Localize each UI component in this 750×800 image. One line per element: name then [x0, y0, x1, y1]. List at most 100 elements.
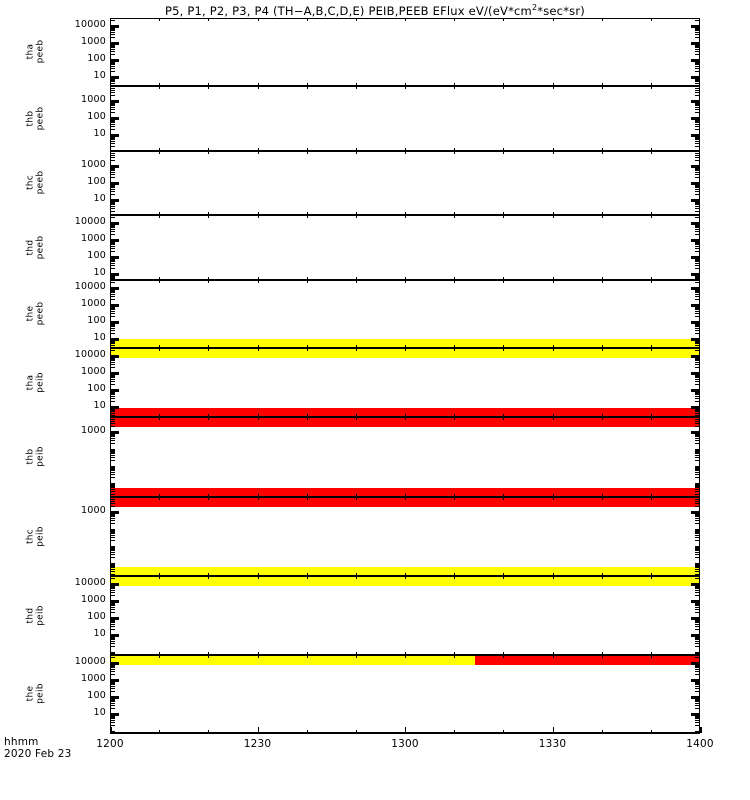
y-tick-minor-left [110, 119, 115, 121]
y-tick-minor-left [110, 512, 115, 514]
x-tick-minor-top [454, 280, 456, 283]
y-tick-minor-left [110, 65, 115, 67]
y-tick-minor-left [110, 716, 115, 718]
y-tick-minor-left [110, 25, 115, 27]
y-tick-minor-left [110, 250, 115, 252]
y-tick-minor-left [110, 44, 115, 46]
y-tick-minor-right [695, 216, 700, 218]
y-tick-minor-right [695, 679, 700, 681]
y-tick-minor-left [110, 103, 115, 105]
y-tick-label-thd-peeb-1000: 1000 [81, 233, 106, 244]
y-tick-minor-left [110, 307, 115, 309]
y-tick-minor-left [110, 210, 115, 212]
y-axis-label-thb-peib: thb peib [26, 422, 46, 492]
y-tick-minor-left [110, 704, 115, 706]
y-tick-minor-right [695, 76, 700, 78]
y-tick-minor-left [110, 241, 115, 243]
y-tick-minor-right [695, 202, 700, 204]
y-tick-minor-right [695, 33, 700, 35]
y-tick-minor-left [110, 493, 115, 495]
x-tick-minor-top [552, 348, 554, 351]
y-tick-minor-right [695, 564, 700, 566]
y-tick-minor-left [110, 185, 115, 187]
y-tick-minor-right [695, 466, 700, 468]
y-tick-minor-left [110, 468, 115, 470]
y-tick-minor-right [695, 309, 700, 311]
y-tick-minor-left [110, 227, 115, 229]
y-tick-minor-right [695, 408, 700, 410]
x-tick-minor-bottom [503, 345, 505, 348]
y-tick-minor-right [695, 31, 700, 33]
y-tick-minor-right [695, 82, 700, 84]
y-tick-label-the-peib-10000: 10000 [74, 656, 106, 667]
y-tick-minor-left [110, 545, 115, 547]
x-tick-minor-top [503, 417, 505, 420]
y-tick-minor-left [110, 378, 115, 380]
y-tick-minor-right [695, 278, 700, 280]
x-tick-label-1200: 1200 [96, 738, 124, 750]
y-tick-minor-left [110, 168, 115, 170]
y-tick-minor-right [695, 100, 700, 102]
y-tick-minor-right [695, 327, 700, 329]
y-tick-minor-left [110, 89, 115, 91]
data-band-the-peib-1 [474, 656, 699, 665]
y-axis-label-instrument: peeb [35, 170, 45, 195]
chart-title: P5, P1, P2, P3, P4 (TH−A,B,C,D,E) PEIB,P… [0, 3, 750, 18]
y-tick-minor-left [110, 656, 115, 658]
y-tick-minor-right [695, 250, 700, 252]
x-tick-minor-top [503, 348, 505, 351]
data-band-tha-peib-0 [111, 349, 699, 358]
y-tick-minor-left [110, 685, 115, 687]
y-tick-minor-right [695, 349, 700, 351]
footer-labels: hhmm 2020 Feb 23 [4, 736, 72, 760]
y-tick-minor-left [110, 391, 115, 393]
y-tick-minor-right [695, 487, 700, 489]
y-tick-minor-right [695, 356, 700, 358]
y-tick-minor-left [110, 207, 115, 209]
x-tick-minor-top [306, 655, 308, 658]
y-tick-minor-right [695, 528, 700, 530]
y-tick-minor-right [695, 577, 700, 579]
y-tick-minor-left [110, 584, 115, 586]
x-tick-minor-bottom [405, 573, 406, 576]
y-tick-minor-left [110, 324, 115, 326]
y-tick-minor-left [110, 500, 115, 502]
panel-stack [110, 18, 700, 733]
x-tick-minor-top [601, 86, 603, 89]
y-tick-minor-right [695, 704, 700, 706]
y-tick-label-thb-peib-1000: 1000 [81, 425, 106, 436]
x-tick-minor-bottom [306, 277, 308, 280]
y-tick-minor-right [695, 357, 700, 359]
y-tick-minor-right [695, 91, 700, 93]
y-tick-minor-right [695, 106, 700, 108]
y-tick-minor-right [695, 117, 700, 119]
y-tick-minor-left [110, 100, 115, 102]
y-tick-minor-left [110, 298, 115, 300]
y-tick-minor-left [110, 230, 115, 232]
y-tick-minor-left [110, 341, 115, 343]
panel-tha-peeb [110, 18, 700, 86]
y-tick-minor-left [110, 407, 115, 409]
y-tick-minor-left [110, 204, 115, 206]
x-tick-minor-bottom [503, 730, 505, 733]
x-tick-minor-bottom [257, 83, 259, 86]
y-tick-minor-left [110, 628, 115, 630]
x-tick-minor-bottom [257, 148, 259, 151]
x-tick-minor-bottom [454, 730, 456, 733]
y-tick-minor-right [695, 625, 700, 627]
y-tick-minor-left [110, 247, 115, 249]
y-tick-minor-right [695, 312, 700, 314]
y-tick-minor-left [110, 120, 115, 122]
y-tick-minor-left [110, 419, 115, 421]
y-tick-minor-right [695, 281, 700, 283]
y-tick-minor-right [695, 539, 700, 541]
y-tick-label-tha-peib-100: 100 [87, 383, 106, 394]
y-tick-minor-right [695, 225, 700, 227]
y-tick-minor-right [695, 167, 700, 169]
y-tick-minor-left [110, 673, 115, 675]
y-axis-label-thb-peeb: thb peeb [26, 83, 46, 153]
y-tick-minor-left [110, 514, 115, 516]
y-tick-minor-left [110, 257, 115, 259]
y-tick-minor-left [110, 667, 115, 669]
y-tick-minor-right [695, 522, 700, 524]
